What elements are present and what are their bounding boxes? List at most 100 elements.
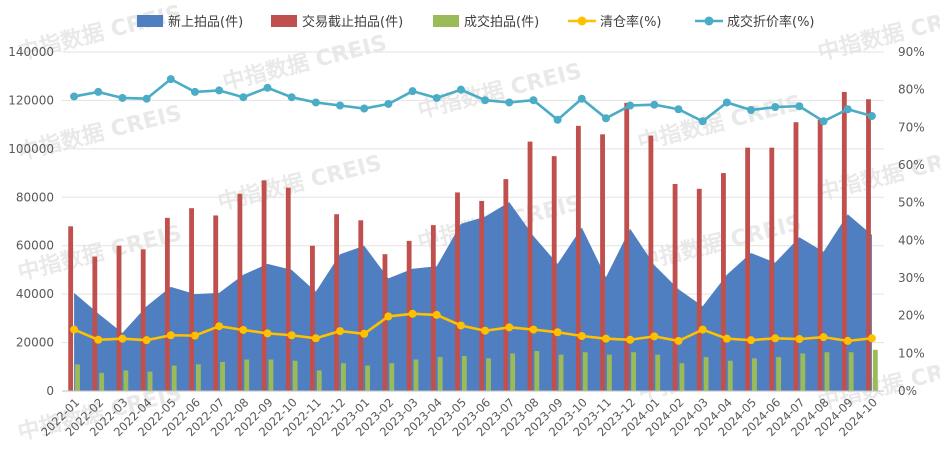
point-clearance-rate: [698, 325, 707, 334]
bar-deadline: [600, 134, 605, 392]
bar-deadline: [721, 173, 726, 391]
point-discount-rate: [771, 102, 780, 111]
bar-sold: [461, 355, 467, 391]
point-clearance-rate: [867, 334, 876, 343]
bar-sold: [631, 352, 636, 391]
bar-deadline: [237, 193, 243, 391]
point-discount-rate: [747, 106, 756, 115]
y-left-tick-label: 120000: [8, 93, 54, 107]
point-clearance-rate: [843, 336, 852, 345]
point-clearance-rate: [771, 334, 780, 343]
bar-sold: [99, 372, 105, 391]
bar-deadline: [841, 91, 847, 391]
y-left-tick-label: 0: [46, 384, 54, 398]
y-left-tick-label: 80000: [16, 190, 54, 204]
point-clearance-rate: [239, 325, 248, 334]
bar-deadline: [672, 183, 678, 391]
point-clearance-rate: [432, 310, 441, 319]
bar-sold: [268, 359, 274, 391]
bar-sold: [244, 359, 250, 391]
point-clearance-rate: [674, 336, 683, 345]
area-layer: [74, 202, 872, 391]
point-clearance-rate: [384, 312, 393, 321]
legend-label: 成交折价率(%): [727, 14, 815, 30]
legend-label: 清仓率(%): [600, 14, 662, 30]
bar-deadline: [551, 156, 557, 391]
bar-sold: [195, 364, 201, 391]
point-discount-rate: [843, 105, 852, 114]
bar-deadline: [430, 225, 436, 391]
y-left-tick-label: 20000: [16, 336, 54, 350]
bar-deadline: [261, 180, 267, 391]
point-discount-rate: [577, 94, 586, 103]
bar-sold: [606, 354, 612, 391]
watermark-text: 中指数据 CREIS: [635, 90, 804, 156]
point-discount-rate: [650, 100, 659, 109]
bar-deadline: [285, 187, 291, 391]
point-clearance-rate: [529, 325, 538, 334]
watermark-text: 中指数据 CREIS: [15, 100, 184, 166]
point-discount-rate: [360, 104, 369, 113]
bar-sold: [486, 358, 491, 391]
y-right-tick-label: 90%: [898, 45, 925, 59]
bar-sold: [776, 357, 782, 391]
bar-sold: [341, 363, 346, 391]
point-discount-rate: [867, 112, 876, 121]
bar-deadline: [503, 179, 509, 391]
point-clearance-rate: [481, 326, 490, 335]
point-discount-rate: [166, 75, 175, 84]
bar-deadline: [116, 245, 122, 391]
point-discount-rate: [190, 87, 199, 96]
legend-swatch: [271, 15, 297, 27]
y-right-tick-label: 0%: [898, 384, 917, 398]
legend-swatch: [137, 15, 163, 27]
point-discount-rate: [553, 115, 562, 124]
point-clearance-rate: [142, 336, 151, 345]
y-right-tick-label: 60%: [898, 158, 925, 172]
point-clearance-rate: [722, 334, 731, 343]
bar-deadline: [68, 226, 74, 391]
bar-sold: [752, 358, 757, 391]
point-clearance-rate: [70, 325, 79, 334]
point-discount-rate: [239, 93, 248, 102]
bar-sold: [727, 360, 733, 391]
legend-swatch: [433, 15, 459, 27]
point-discount-rate: [70, 92, 79, 101]
bar-deadline: [745, 147, 751, 391]
y-left-tick-label: 140000: [8, 45, 54, 59]
point-discount-rate: [287, 93, 296, 102]
point-clearance-rate: [747, 336, 756, 345]
lines-layer: [70, 75, 876, 345]
legend-marker: [577, 16, 587, 26]
point-discount-rate: [505, 98, 514, 107]
y-right-tick-label: 50%: [898, 196, 925, 210]
y-right-tick-label: 10%: [898, 346, 925, 360]
point-discount-rate: [819, 117, 828, 126]
point-clearance-rate: [819, 333, 828, 342]
legend-label: 成交拍品(件): [464, 14, 539, 30]
bar-deadline: [334, 214, 340, 391]
bar-sold: [534, 351, 540, 391]
bar-deadline: [624, 102, 630, 391]
bar-deadline: [382, 254, 388, 391]
bar-deadline: [455, 192, 460, 391]
point-discount-rate: [142, 94, 151, 103]
y-left-tick-label: 60000: [16, 239, 54, 253]
y-left-tick-label: 100000: [8, 142, 54, 156]
point-clearance-rate: [336, 327, 345, 336]
point-discount-rate: [626, 101, 635, 110]
bar-deadline: [479, 200, 485, 391]
point-discount-rate: [384, 99, 393, 108]
y-right-tick-label: 70%: [898, 120, 925, 134]
point-discount-rate: [722, 98, 731, 107]
point-discount-rate: [408, 87, 417, 96]
legend-label: 新上拍品(件): [168, 14, 243, 30]
y-right-tick-label: 80%: [898, 83, 925, 97]
point-clearance-rate: [456, 321, 465, 330]
bar-deadline: [140, 249, 146, 391]
y-right-tick-label: 30%: [898, 271, 925, 285]
point-clearance-rate: [360, 329, 369, 338]
bar-deadline: [793, 122, 799, 391]
watermark-text: 中指数据 CREIS: [415, 58, 584, 124]
